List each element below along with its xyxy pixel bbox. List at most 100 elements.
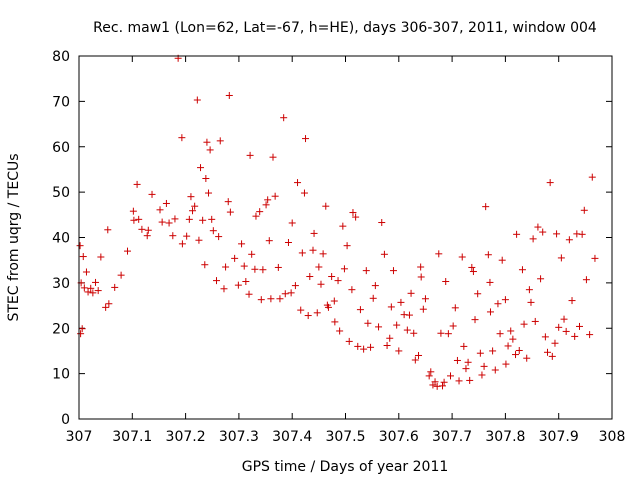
data-point — [539, 228, 547, 236]
data-point — [458, 253, 466, 261]
data-point — [165, 219, 173, 227]
y-tick-label: 60 — [52, 140, 70, 156]
data-point — [234, 281, 242, 289]
data-point — [162, 199, 170, 207]
data-point — [478, 371, 486, 379]
data-point — [267, 295, 275, 303]
data-point — [313, 309, 321, 317]
data-point — [178, 240, 186, 248]
data-point — [435, 250, 443, 258]
x-tick-label: 307.5 — [325, 429, 365, 445]
data-point — [482, 203, 490, 211]
data-point — [360, 345, 368, 353]
data-point — [496, 330, 504, 338]
data-point — [224, 198, 232, 206]
data-point — [480, 362, 488, 370]
data-point — [92, 278, 100, 286]
data-point — [571, 332, 579, 340]
data-point — [509, 335, 517, 343]
data-point — [486, 308, 494, 316]
data-point — [371, 282, 379, 290]
data-point — [80, 284, 88, 292]
data-point — [189, 207, 197, 215]
y-tick-label: 0 — [61, 412, 70, 428]
data-point — [551, 339, 559, 347]
data-point — [199, 216, 207, 224]
data-point — [240, 262, 248, 270]
data-point — [306, 273, 314, 281]
data-point — [271, 192, 279, 200]
plot-frame — [78, 55, 613, 420]
data-point — [343, 242, 351, 250]
data-point — [117, 271, 125, 279]
data-point — [298, 249, 306, 257]
data-point — [77, 330, 85, 338]
data-point — [562, 327, 570, 335]
y-tick-label: 30 — [52, 276, 70, 292]
data-point — [331, 318, 339, 326]
data-point — [568, 297, 576, 305]
data-point — [191, 202, 199, 210]
data-point — [591, 254, 599, 262]
data-point — [135, 215, 143, 223]
data-point — [225, 91, 233, 99]
data-point — [431, 378, 439, 386]
data-point — [523, 354, 531, 362]
data-point — [460, 342, 468, 350]
data-point — [265, 237, 273, 245]
data-point — [557, 254, 565, 262]
data-point — [415, 351, 423, 359]
data-point — [143, 232, 151, 240]
data-point — [383, 341, 391, 349]
data-point — [197, 164, 205, 172]
data-point — [537, 275, 545, 283]
data-point — [203, 138, 211, 146]
data-point — [288, 219, 296, 227]
data-point — [322, 202, 330, 210]
data-point — [183, 232, 191, 240]
data-point — [354, 342, 362, 350]
data-point — [284, 238, 292, 246]
data-point — [476, 349, 484, 357]
data-point — [78, 325, 86, 333]
data-point — [471, 316, 479, 324]
data-point — [464, 358, 472, 366]
data-point — [274, 263, 282, 271]
data-point — [294, 179, 302, 187]
data-point — [527, 298, 535, 306]
data-point — [130, 216, 138, 224]
data-point — [138, 225, 146, 233]
data-point — [178, 134, 186, 142]
data-point — [494, 300, 502, 308]
data-point — [586, 331, 594, 339]
data-point — [387, 303, 395, 311]
data-point — [291, 282, 299, 290]
data-point — [262, 201, 270, 209]
data-point — [195, 236, 203, 244]
data-point — [489, 347, 497, 355]
data-point — [367, 343, 375, 351]
data-point — [515, 346, 523, 354]
data-point — [356, 306, 364, 314]
data-point — [206, 146, 214, 154]
data-point — [389, 267, 397, 275]
data-point — [340, 265, 348, 273]
data-point — [507, 327, 515, 335]
y-tick-label: 10 — [52, 367, 70, 383]
data-point — [425, 372, 433, 380]
data-point — [209, 227, 217, 235]
data-point — [280, 114, 288, 122]
data-point — [525, 286, 533, 294]
y-tick-label: 80 — [52, 49, 70, 65]
data-points — [76, 54, 599, 390]
data-point — [231, 254, 239, 262]
y-axis-label: STEC from uqrg / TECUs — [6, 153, 22, 321]
data-point — [310, 229, 318, 237]
data-point — [380, 250, 388, 258]
data-point — [169, 232, 177, 240]
data-point — [336, 327, 344, 335]
x-tick-label: 307.9 — [539, 429, 579, 445]
data-point — [144, 226, 152, 234]
